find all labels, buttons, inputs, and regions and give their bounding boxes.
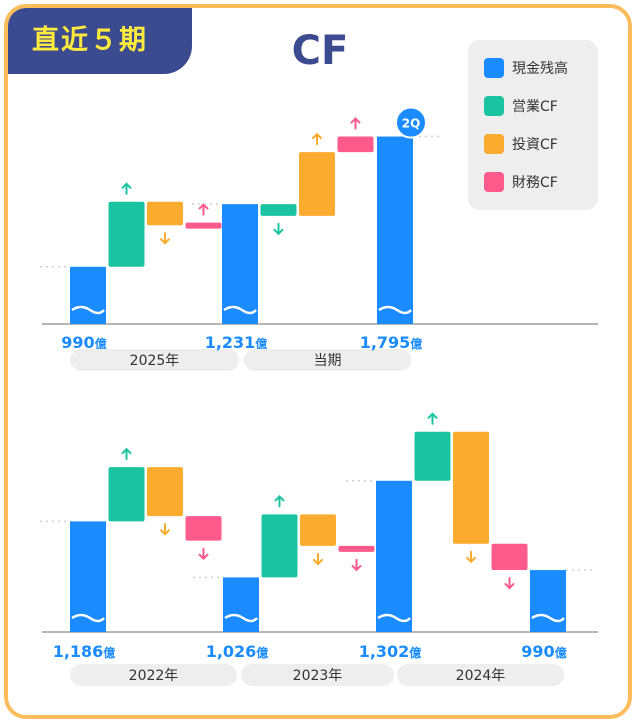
break-mark <box>378 305 412 315</box>
cash-balance-bar <box>70 521 106 632</box>
increase-arrow-icon <box>121 447 132 461</box>
cash-balance-bar <box>222 204 258 324</box>
period-label: 2022年 <box>129 668 179 684</box>
decrease-arrow-icon <box>160 232 170 245</box>
legend: 現金残高 営業CF 投資CF 財務CF <box>468 40 598 210</box>
period-pill <box>241 664 394 686</box>
operating-cf-bar <box>260 204 297 216</box>
decrease-arrow-icon <box>198 547 209 561</box>
legend-item-operating: 営業CF <box>484 94 558 118</box>
cash-value-label: 990億 <box>521 642 566 661</box>
legend-label: 営業CF <box>512 99 558 115</box>
legend-swatch <box>484 134 504 154</box>
cash-balance-bar <box>376 480 412 632</box>
decrease-arrow-icon <box>273 222 284 236</box>
increase-arrow-icon <box>427 412 438 425</box>
break-mark <box>71 305 105 315</box>
investing-cf-bar <box>147 467 183 517</box>
legend-swatch <box>484 96 504 116</box>
break-mark <box>224 613 258 623</box>
period-badge: 直近５期 <box>8 8 192 74</box>
cash-value-label: 1,186億 <box>53 642 116 661</box>
operating-cf-bar <box>108 201 145 267</box>
period-pill <box>397 664 564 686</box>
cash-balance-bar <box>223 577 259 632</box>
operating-cf-bar <box>108 467 145 522</box>
period-pill <box>70 349 239 371</box>
increase-arrow-icon <box>350 117 361 130</box>
break-mark <box>223 305 257 315</box>
period-pill <box>70 664 237 686</box>
break-mark <box>377 613 411 623</box>
cash-balance-bar <box>377 136 413 324</box>
period-label: 当期 <box>314 353 342 369</box>
legend-label: 投資CF <box>512 137 558 153</box>
break-mark <box>531 613 565 623</box>
cash-value-label: 1,302億 <box>359 642 422 661</box>
page-title: CF <box>291 28 349 74</box>
legend-label: 現金残高 <box>512 61 568 77</box>
break-mark <box>71 613 105 623</box>
legend-label: 財務CF <box>512 175 558 191</box>
quarter-badge <box>395 106 427 139</box>
investing-cf-bar <box>299 152 335 216</box>
decrease-arrow-icon <box>351 558 362 572</box>
decrease-arrow-icon <box>504 577 515 590</box>
increase-arrow-icon <box>312 132 322 146</box>
period-label: 2023年 <box>293 668 343 684</box>
decrease-arrow-icon <box>160 523 170 536</box>
period-badge-label: 直近５期 <box>32 25 148 56</box>
financing-cf-bar <box>185 516 222 541</box>
legend-item-financing: 財務CF <box>484 170 558 194</box>
period-pill <box>244 349 411 371</box>
period-label: 2025年 <box>130 353 180 369</box>
legend-item-cash: 現金残高 <box>484 56 568 80</box>
financing-cf-bar <box>491 543 528 571</box>
increase-arrow-icon <box>198 203 209 216</box>
decrease-arrow-icon <box>466 550 476 564</box>
operating-cf-bar <box>414 431 451 481</box>
increase-arrow-icon <box>121 182 132 195</box>
cash-value-label: 1,795億 <box>360 333 423 352</box>
legend-swatch <box>484 58 504 78</box>
financing-cf-bar <box>185 222 222 229</box>
period-label: 2024年 <box>456 668 506 684</box>
cash-balance-bar <box>70 266 106 324</box>
investing-cf-bar <box>147 201 183 226</box>
cash-value-label: 1,231億 <box>205 333 268 352</box>
cash-balance-bar <box>530 570 566 632</box>
operating-cf-bar <box>261 514 298 578</box>
legend-item-investing: 投資CF <box>484 132 558 156</box>
decrease-arrow-icon <box>313 552 323 566</box>
financing-cf-bar <box>337 136 374 153</box>
financing-cf-bar <box>338 545 375 552</box>
cash-value-label: 1,026億 <box>206 642 269 661</box>
investing-cf-bar <box>453 431 489 544</box>
investing-cf-bar <box>300 514 336 546</box>
cash-value-label: 990億 <box>61 333 106 352</box>
quarter-badge-label: 2Q <box>402 117 421 131</box>
increase-arrow-icon <box>274 494 285 508</box>
legend-swatch <box>484 172 504 192</box>
